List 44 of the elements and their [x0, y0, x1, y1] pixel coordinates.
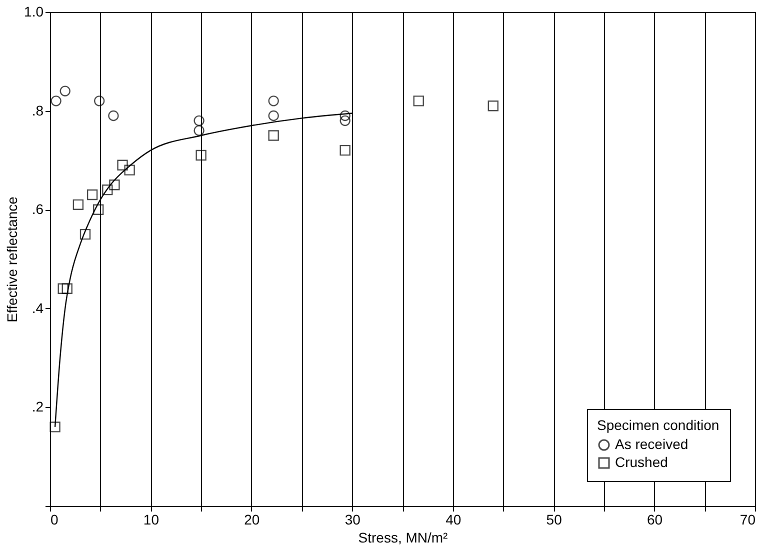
y-axis-title: Effective reflectance — [4, 196, 20, 322]
point — [340, 110, 350, 122]
point — [94, 96, 105, 106]
point — [413, 96, 424, 106]
x-tick-label: 50 — [546, 512, 562, 528]
point — [86, 189, 98, 200]
y-tick-label: .8 — [32, 102, 44, 118]
point — [58, 283, 68, 294]
y-tick-label: 1.0 — [24, 4, 44, 20]
point — [268, 110, 279, 122]
x-tick-label: 30 — [344, 512, 361, 528]
point — [80, 228, 91, 240]
point — [268, 130, 279, 141]
legend-label: As received — [615, 436, 688, 452]
point — [108, 110, 119, 122]
point — [72, 199, 84, 210]
point — [117, 160, 128, 170]
legend-label: Crushed — [615, 454, 668, 470]
point — [124, 164, 135, 176]
point — [62, 283, 72, 294]
point — [102, 184, 113, 196]
point — [50, 422, 60, 432]
point — [196, 150, 206, 161]
x-tick-label: 60 — [646, 512, 663, 528]
x-axis-title: Stress, MN/m² — [358, 530, 448, 546]
y-tick-label: .2 — [32, 398, 44, 415]
x-tick-label: 10 — [143, 512, 160, 528]
point — [194, 115, 204, 126]
point — [340, 115, 350, 126]
point — [488, 100, 498, 112]
x-tick-label: 70 — [740, 512, 756, 528]
point — [268, 96, 279, 106]
point — [50, 96, 62, 106]
x-tick-label: 20 — [244, 512, 260, 528]
legend-title: Specimen condition — [597, 417, 720, 433]
x-tick-label: 0 — [50, 512, 58, 528]
point — [93, 204, 104, 215]
y-tick-label: .6 — [32, 201, 44, 218]
point — [60, 86, 70, 96]
y-tick-label: .4 — [32, 300, 44, 316]
point — [109, 180, 120, 190]
x-tick-label: 40 — [446, 512, 462, 528]
point — [340, 144, 350, 156]
point — [194, 125, 204, 136]
